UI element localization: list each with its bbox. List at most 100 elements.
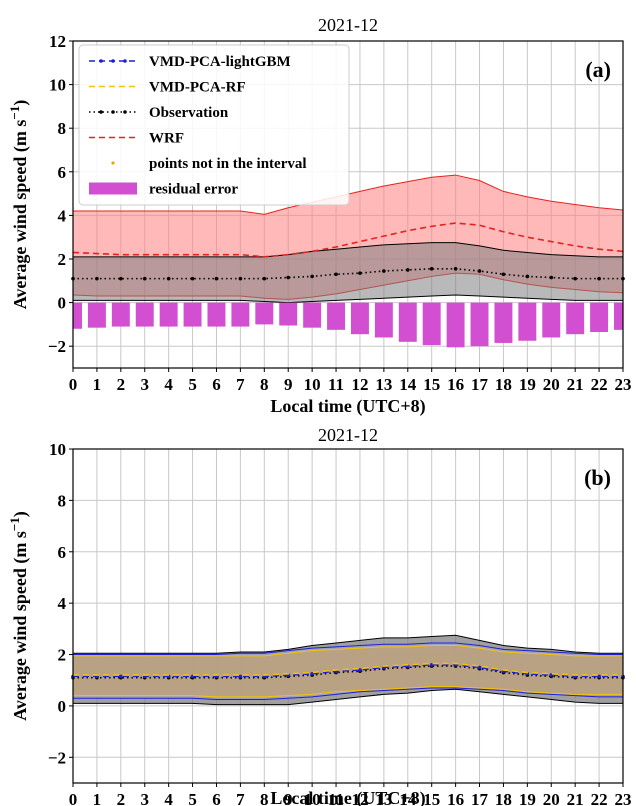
x-tick-label: 14 [399, 375, 417, 394]
x-tick-label: 11 [328, 790, 344, 806]
band-lower-edge [73, 688, 623, 706]
series-line-observation [73, 268, 623, 280]
legend-entry-vmd-pca-rf: VMD-PCA-RF [89, 80, 246, 96]
x-tick-label: 8 [260, 790, 269, 806]
y-tick-label: 4 [58, 206, 67, 225]
residual-bar [398, 302, 417, 342]
y-tick-label: −2 [48, 337, 66, 356]
series-point-observation [334, 272, 338, 277]
x-tick-label: 19 [519, 790, 536, 806]
legend-swatch [89, 182, 137, 195]
x-tick-label: 6 [212, 790, 221, 806]
x-tick-label: 3 [140, 790, 149, 806]
residual-bar [566, 302, 585, 335]
residual-bar [73, 302, 82, 329]
x-tick-label: 21 [567, 790, 584, 806]
x-tick-label: 3 [140, 375, 149, 394]
panel-label: (b) [584, 465, 611, 490]
legend-entry-observation: Observation [89, 105, 229, 121]
band-upper-edge [73, 642, 623, 656]
residual-bar [183, 302, 202, 327]
legend-swatch-marker [111, 59, 115, 63]
x-tick-label: 22 [591, 790, 608, 806]
band-observation-interval [73, 242, 623, 303]
y-tick-label: 6 [58, 163, 67, 182]
x-tick-label: 7 [236, 375, 245, 394]
x-tick-label: 7 [236, 790, 245, 806]
legend-label: WRF [149, 131, 184, 147]
legend-swatch-marker [111, 110, 115, 114]
residual-bar [87, 302, 106, 328]
series-point-vmd-pca-lightgbm [477, 665, 482, 670]
x-tick-label: 13 [375, 790, 392, 806]
y-axis-label-sup: −1 [7, 517, 22, 531]
x-axis-label: Local time (UTC+8) [270, 788, 425, 806]
x-axis-label: Local time (UTC+8) [270, 396, 425, 417]
x-tick-label: 1 [93, 375, 102, 394]
x-tick-label: 11 [328, 375, 344, 394]
x-tick-label: 12 [351, 375, 368, 394]
residual-bar [542, 302, 561, 338]
panel-label: (a) [585, 57, 611, 82]
series-point-vmd-pca-lightgbm [119, 674, 123, 679]
series-point-observation [573, 276, 577, 281]
series-point-observation [166, 276, 171, 281]
x-tick-label: 1 [93, 790, 102, 806]
x-tick-label: 14 [399, 790, 417, 806]
plot-area [73, 449, 623, 783]
y-tick-label: 0 [58, 697, 67, 716]
series-point-observation [190, 276, 195, 281]
band-lower-edge [73, 687, 623, 700]
legend-label: Observation [149, 105, 229, 121]
series-point-observation [214, 276, 219, 281]
band-lower-edge [73, 686, 623, 698]
series-point-vmd-pca-lightgbm [358, 668, 362, 672]
x-tick-label: 18 [495, 790, 512, 806]
residual-bar [231, 302, 250, 327]
series-point-observation [549, 275, 554, 280]
y-tick-label: −2 [48, 748, 66, 767]
residual-bar [255, 302, 274, 325]
y-axis-label: Average wind speed (m s−1) [7, 511, 31, 721]
series-point-observation [405, 268, 410, 272]
x-tick-label: 6 [212, 375, 221, 394]
x-tick-label: 9 [284, 790, 293, 806]
series-point-observation [238, 276, 243, 281]
legend-label: residual error [149, 182, 238, 198]
series-point-observation [262, 276, 267, 281]
band-lower-edge [73, 294, 623, 304]
band-upper-edge [73, 634, 623, 654]
y-tick-label: 2 [58, 250, 67, 269]
residual-bar [207, 302, 226, 327]
series-point-observation [310, 274, 314, 279]
residual-bar [279, 302, 298, 326]
chart-title: 2021-12 [318, 15, 378, 35]
residual-bar [422, 302, 441, 346]
y-axis-label-sup: −1 [7, 106, 22, 120]
residual-bar [135, 302, 154, 327]
residual-bar [518, 302, 537, 341]
series-point-observation [119, 276, 123, 281]
x-tick-label: 2 [117, 790, 126, 806]
residual-bar [614, 302, 623, 330]
axes-frame [72, 40, 624, 369]
residual-bar [374, 302, 393, 338]
y-tick-label: 10 [49, 76, 66, 95]
x-tick-label: 20 [543, 375, 560, 394]
y-tick-label: 12 [49, 32, 66, 51]
residual-bar [159, 302, 178, 327]
x-tick-label: 15 [423, 790, 440, 806]
x-tick-label: 5 [188, 375, 197, 394]
series-point-observation [358, 271, 362, 275]
y-tick-label: 4 [58, 594, 67, 613]
residual-bar [446, 302, 465, 348]
x-tick-label: 20 [543, 790, 560, 806]
residual-bars [73, 302, 623, 348]
residual-bar [111, 302, 130, 327]
x-tick-label: 13 [375, 375, 392, 394]
legend-swatch-marker [99, 110, 103, 114]
x-tick-label: 4 [164, 375, 173, 394]
y-tick-label: 0 [58, 294, 67, 313]
series-point-observation [286, 275, 291, 280]
y-tick-label: 6 [58, 543, 67, 562]
